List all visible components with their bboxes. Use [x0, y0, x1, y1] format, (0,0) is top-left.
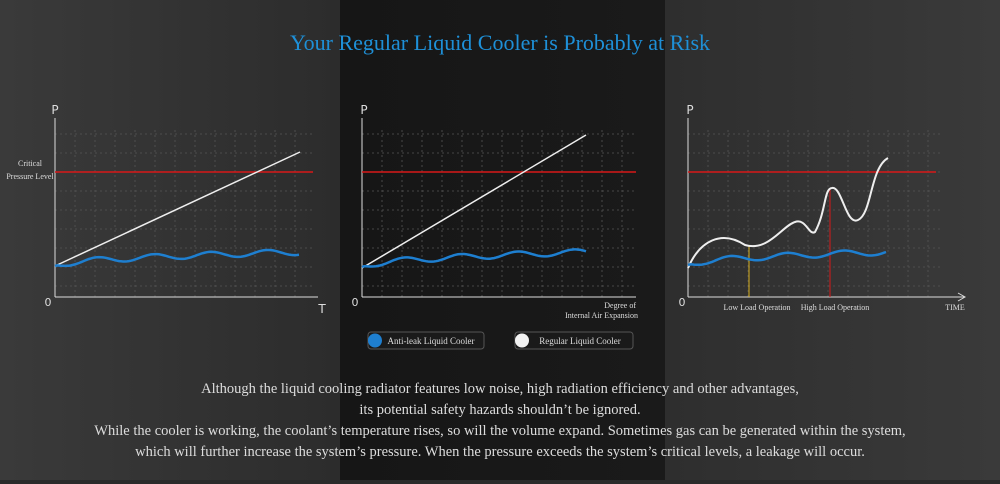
legend-label: Anti-leak Liquid Cooler: [388, 336, 475, 346]
paragraph-line: While the cooler is working, the coolant…: [94, 423, 905, 439]
origin-label: 0: [45, 296, 52, 309]
x-label: T: [317, 302, 326, 316]
paragraph-line: Although the liquid cooling radiator fea…: [201, 381, 799, 397]
regular-curve: [687, 157, 889, 269]
regular-curve: [361, 134, 587, 269]
title: Your Regular Liquid Cooler is Probably a…: [290, 30, 710, 55]
y-label: P: [360, 103, 367, 117]
paragraph-line: which will further increase the system’s…: [135, 444, 865, 460]
x-label: Degree of: [604, 301, 636, 310]
origin-label: 0: [352, 296, 359, 309]
y-label: P: [51, 103, 58, 117]
legend-swatch: [515, 333, 529, 348]
anti-leak-curve: [687, 249, 887, 267]
x-label: Internal Air Expansion: [565, 311, 638, 320]
legend-swatch: [368, 333, 382, 348]
anti-leak-curve: [54, 248, 300, 268]
paragraph-line: its potential safety hazards shouldn’t b…: [359, 402, 640, 418]
legend-label: Regular Liquid Cooler: [539, 336, 620, 346]
critical-label: Critical: [18, 159, 43, 168]
regular-curve: [54, 151, 301, 267]
annotation: Low Load Operation: [723, 303, 790, 312]
y-label: P: [686, 103, 693, 117]
origin-label: 0: [679, 296, 686, 309]
critical-label: Pressure Level: [6, 172, 54, 181]
annotation: High Load Operation: [801, 303, 869, 312]
arrow: [957, 292, 967, 302]
x-label: TIME: [945, 303, 965, 312]
anti-leak-curve: [361, 248, 587, 269]
